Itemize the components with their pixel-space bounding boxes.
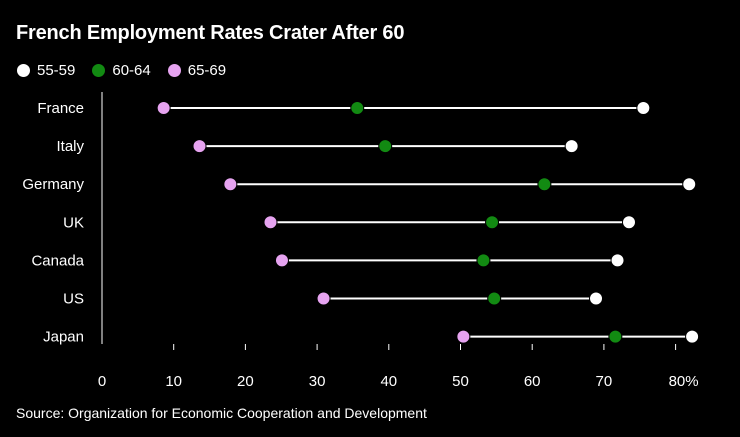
category-label: US: [63, 291, 84, 308]
point-60-64: [378, 139, 393, 154]
point-60-64: [537, 177, 552, 192]
x-tick-label: 60: [524, 373, 541, 390]
source-note: Source: Organization for Economic Cooper…: [16, 405, 427, 421]
point-65-69: [223, 177, 238, 192]
point-65-69: [274, 253, 289, 268]
point-60-64: [487, 291, 502, 306]
x-tick-label: 80%: [669, 373, 699, 390]
point-60-64: [485, 215, 500, 230]
point-55-59: [610, 253, 625, 268]
category-label: UK: [63, 214, 84, 231]
category-label: Canada: [31, 252, 84, 269]
point-60-64: [608, 329, 623, 344]
x-tick-label: 50: [452, 373, 469, 390]
point-55-59: [564, 139, 579, 154]
point-55-59: [589, 291, 604, 306]
point-65-69: [263, 215, 278, 230]
legend-item-65-69: 65-69: [166, 62, 227, 79]
point-60-64: [350, 101, 365, 115]
point-60-64: [476, 253, 491, 268]
legend-label-65-69: 65-69: [187, 62, 227, 79]
category-label: France: [37, 100, 84, 117]
x-tick-label: 0: [98, 373, 106, 390]
legend-item-60-64: 60-64: [91, 62, 151, 79]
category-label: Japan: [43, 329, 84, 346]
category-label: Italy: [56, 138, 84, 155]
legend: 55-59 60-64 65-69: [16, 62, 242, 79]
legend-marker-60-64: [91, 63, 107, 78]
legend-label-55-59: 55-59: [37, 62, 76, 79]
legend-item-55-59: 55-59: [16, 62, 75, 79]
chart-title: French Employment Rates Crater After 60: [16, 22, 405, 44]
point-55-59: [682, 177, 697, 192]
x-tick-label: 10: [165, 373, 182, 390]
legend-marker-65-69: [166, 63, 182, 78]
point-65-69: [156, 101, 171, 115]
point-65-69: [316, 291, 331, 306]
point-65-69: [456, 329, 471, 344]
category-label: Germany: [22, 176, 84, 193]
x-tick-label: 20: [237, 373, 254, 390]
point-65-69: [192, 139, 207, 154]
x-tick-label: 70: [596, 373, 613, 390]
x-tick-label: 40: [380, 373, 397, 390]
point-55-59: [621, 215, 636, 230]
point-55-59: [636, 101, 651, 115]
legend-label-60-64: 60-64: [112, 62, 151, 79]
legend-marker-55-59: [16, 63, 31, 78]
point-55-59: [685, 329, 700, 344]
x-tick-label: 30: [309, 373, 326, 390]
